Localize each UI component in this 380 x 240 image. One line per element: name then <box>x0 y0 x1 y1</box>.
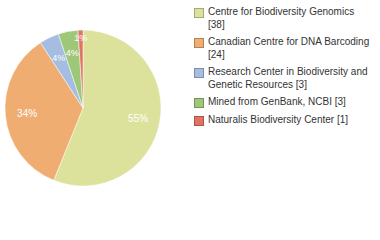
legend-swatch <box>194 98 204 108</box>
legend-entry: Naturalis Biodiversity Center [1] <box>192 114 370 127</box>
legend: Centre for Biodiversity Genomics [38] Can… <box>192 6 370 131</box>
legend-swatch <box>194 68 204 78</box>
legend-entry: Centre for Biodiversity Genomics [38] <box>192 6 370 31</box>
legend-swatch <box>194 116 204 126</box>
legend-entry: Research Center in Biodiversity and Gene… <box>192 66 370 91</box>
legend-label: Mined from GenBank, NCBI [3] <box>208 96 346 107</box>
legend-swatch <box>194 8 204 18</box>
slice-label: 1% <box>74 33 87 43</box>
slice-label: 4% <box>66 48 79 58</box>
slice-label: 4% <box>52 53 65 63</box>
legend-label: Naturalis Biodiversity Center [1] <box>208 114 348 125</box>
slice-labels: 55% 34% 4%4% 1% <box>17 33 148 124</box>
legend-label: Research Center in Biodiversity and Gene… <box>208 66 368 90</box>
legend-label: Centre for Biodiversity Genomics [38] <box>208 6 354 30</box>
legend-swatch <box>194 38 204 48</box>
chart: 55% 34% 4%4% 1% Centre for Biodiversity Gen… <box>0 0 380 240</box>
slices <box>5 30 161 186</box>
legend-label: Canadian Centre for DNA Barcoding [24] <box>208 36 369 60</box>
legend-entry: Canadian Centre for DNA Barcoding [24] <box>192 36 370 61</box>
slice-label: 34% <box>17 108 37 119</box>
legend-entry: Mined from GenBank, NCBI [3] <box>192 96 370 109</box>
pie-area: 55% 34% 4%4% 1% <box>0 0 190 240</box>
slice-label: 55% <box>128 113 148 124</box>
